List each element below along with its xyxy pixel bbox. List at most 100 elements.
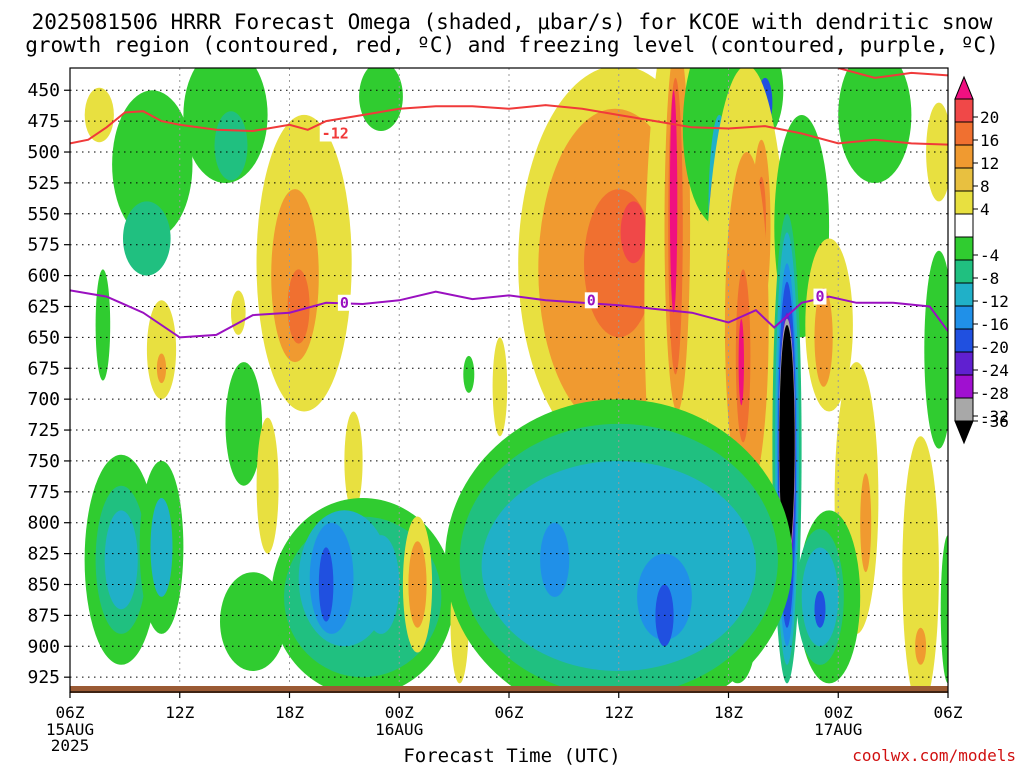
omega-cell bbox=[738, 318, 744, 406]
omega-cell bbox=[231, 290, 246, 335]
time-tick-label: 18Z bbox=[275, 703, 304, 722]
omega-cell bbox=[620, 201, 647, 264]
omega-cell bbox=[150, 498, 173, 597]
time-tick-label: 12Z bbox=[165, 703, 194, 722]
chart-title-line-2: growth region (contoured, red, ºC) and f… bbox=[25, 33, 999, 57]
colorbar-swatch bbox=[954, 167, 974, 192]
colorbar-tick-label: 8 bbox=[980, 177, 990, 196]
pressure-tick-label: 800 bbox=[27, 513, 60, 534]
omega-cell bbox=[492, 337, 508, 437]
pressure-axis: 450 475 500 525 550 575 600 625 650 675 700 725 750 7… bbox=[27, 80, 70, 688]
colorbar-tick-label: 20 bbox=[980, 108, 999, 127]
contour-layer: -12 0 0 0 bbox=[70, 68, 948, 339]
omega-cell bbox=[814, 288, 833, 387]
time-tick-label: 00Z bbox=[385, 703, 414, 722]
omega-cell bbox=[359, 68, 403, 131]
time-tick-label: 18Z bbox=[714, 703, 743, 722]
chart-title-line-1: 2025081506 HRRR Forecast Omega (shaded, … bbox=[31, 10, 993, 34]
colorbar-bottom-arrow bbox=[954, 420, 974, 445]
pressure-tick-label: 700 bbox=[27, 389, 60, 410]
omega-cell bbox=[256, 417, 279, 554]
omega-cell bbox=[915, 627, 927, 665]
omega-cell bbox=[860, 473, 872, 573]
colorbar-swatch bbox=[954, 282, 974, 307]
colorbar-swatch bbox=[954, 351, 974, 376]
colorbar-swatch bbox=[954, 121, 974, 146]
pressure-tick-label: 625 bbox=[27, 296, 60, 317]
pressure-tick-label: 650 bbox=[27, 327, 60, 348]
pressure-tick-label: 550 bbox=[27, 204, 60, 225]
pressure-tick-label: 575 bbox=[27, 235, 60, 256]
pressure-tick-label: 475 bbox=[27, 111, 60, 132]
omega-cell bbox=[123, 201, 171, 276]
omega-cell bbox=[95, 269, 111, 381]
dgz-contour-label-bg bbox=[319, 125, 351, 142]
dgz-contour-label: -12 bbox=[322, 124, 349, 142]
omega-cell bbox=[540, 522, 570, 597]
colorbar-swatch bbox=[954, 328, 974, 353]
source-credit: coolwx.com/models bbox=[852, 746, 1016, 765]
pressure-tick-label: 875 bbox=[27, 605, 60, 626]
colorbar-swatch bbox=[954, 144, 974, 169]
terrain-surface-band bbox=[70, 686, 948, 693]
omega-cell bbox=[112, 90, 193, 239]
omega-cell bbox=[838, 68, 912, 183]
time-tick-label: 00Z bbox=[824, 703, 853, 722]
omega-cell bbox=[318, 547, 334, 622]
omega-cell bbox=[362, 535, 400, 634]
colorbar-swatch bbox=[954, 397, 974, 422]
time-tick-label: 06Z bbox=[56, 703, 85, 722]
colorbar-top-arrow bbox=[954, 75, 974, 100]
dgz-contour-minus12 bbox=[70, 104, 948, 146]
omega-shading-layer bbox=[84, 68, 948, 692]
colorbar-swatch bbox=[954, 213, 974, 238]
pressure-tick-label: 525 bbox=[27, 173, 60, 194]
date-label: 2025 bbox=[51, 736, 90, 755]
colorbar-tick-label: -24 bbox=[980, 361, 1009, 380]
colorbar-swatch bbox=[954, 98, 974, 123]
pressure-tick-label: 725 bbox=[27, 420, 60, 441]
freezing-level-label-3-bg bbox=[813, 288, 827, 305]
colorbar-swatch bbox=[954, 259, 974, 284]
colorbar-swatch bbox=[954, 305, 974, 330]
pressure-tick-label: 500 bbox=[27, 142, 60, 163]
colorbar-tick-label: 12 bbox=[980, 154, 999, 173]
date-label: 15AUG bbox=[46, 720, 94, 739]
pressure-tick-label: 750 bbox=[27, 451, 60, 472]
omega-cell bbox=[408, 541, 427, 628]
time-tick-label: 06Z bbox=[495, 703, 524, 722]
pressure-tick-label: 925 bbox=[27, 667, 60, 688]
freezing-level-label-1: 0 bbox=[340, 294, 349, 312]
colorbar-swatch bbox=[954, 374, 974, 399]
colorbar-tick-label: -8 bbox=[980, 269, 999, 288]
freezing-level-label-2: 0 bbox=[587, 291, 596, 309]
dgz-contour-upper bbox=[838, 68, 948, 79]
colorbar-tick-label: -12 bbox=[980, 292, 1009, 311]
colorbar-tick-label: -4 bbox=[980, 246, 999, 265]
freezing-level-label-2-bg bbox=[584, 292, 598, 309]
freezing-level-label-3: 0 bbox=[815, 288, 824, 306]
colorbar-tick-label: 4 bbox=[980, 200, 990, 219]
colorbar-tick-label: -28 bbox=[980, 384, 1009, 403]
freezing-level-label-1-bg bbox=[337, 294, 351, 311]
omega-cell bbox=[146, 300, 177, 400]
omega-cell bbox=[779, 325, 795, 560]
pressure-tick-label: 775 bbox=[27, 482, 60, 503]
date-label: 16AUG bbox=[375, 720, 423, 739]
time-tick-label: 12Z bbox=[604, 703, 633, 722]
omega-cell bbox=[225, 362, 263, 486]
colorbar-swatch bbox=[954, 236, 974, 261]
omega-colorbar: 20 16 12 8 4 -4 -8 -12 -16 -20 -24 -28 -32-36 bbox=[954, 75, 1009, 445]
colorbar-tick-label: -32 bbox=[980, 407, 1009, 426]
omega-cell bbox=[104, 510, 138, 610]
colorbar-swatch bbox=[954, 190, 974, 215]
pressure-tick-label: 825 bbox=[27, 544, 60, 565]
colorbar-tick-label: -20 bbox=[980, 338, 1009, 357]
colorbar-tick-label: -16 bbox=[980, 315, 1009, 334]
colorbar-tick-label: -36 bbox=[980, 412, 1009, 431]
time-tick-label: 06Z bbox=[934, 703, 963, 722]
pressure-tick-label: 900 bbox=[27, 636, 60, 657]
omega-cell bbox=[924, 250, 948, 449]
